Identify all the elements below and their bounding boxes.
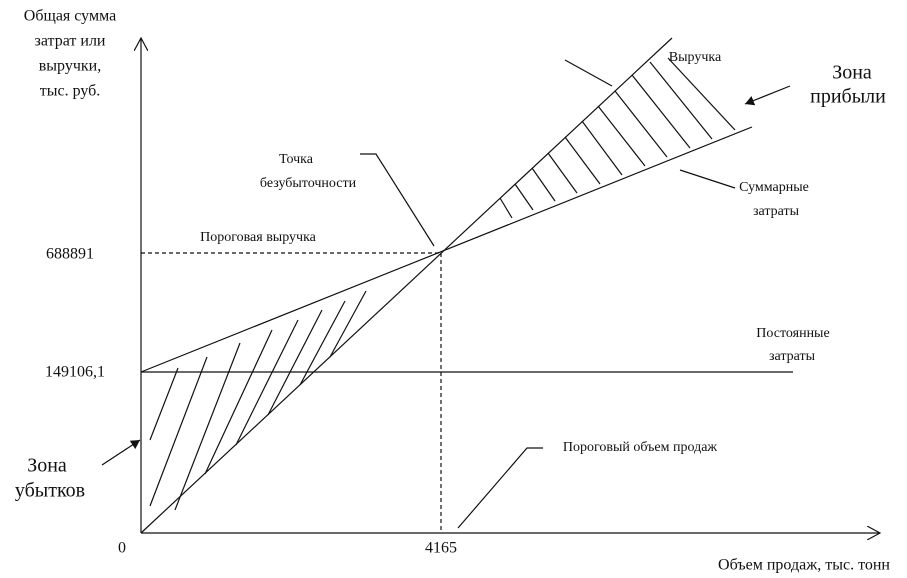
stroke — [514, 183, 534, 211]
label: убытков — [15, 480, 85, 502]
stroke — [329, 290, 367, 358]
y-value: 688891 — [46, 246, 94, 263]
stroke — [744, 85, 791, 106]
loss-hatch — [149, 290, 367, 511]
stroke — [299, 300, 346, 386]
stroke — [149, 367, 179, 441]
stroke — [457, 447, 543, 529]
y-label: затрат или — [35, 33, 106, 50]
label: затраты — [753, 204, 800, 219]
label: затраты — [769, 349, 816, 364]
stroke — [101, 439, 141, 466]
stroke — [531, 167, 556, 202]
label: Точка — [279, 152, 314, 167]
stroke — [564, 59, 613, 87]
leaders — [101, 59, 791, 529]
label: Пороговый объем продаж — [563, 440, 718, 455]
axes — [141, 38, 880, 533]
total-cost-line — [140, 126, 753, 373]
stroke — [547, 152, 578, 194]
stroke — [581, 120, 623, 176]
label: Зона — [832, 62, 872, 84]
stroke — [174, 342, 241, 511]
origin: 0 — [118, 540, 126, 557]
stroke — [649, 61, 713, 140]
y-value: 149106,1 — [45, 364, 105, 381]
y-label: Общая сумма — [24, 8, 116, 25]
lines — [140, 37, 793, 534]
revenue-line — [140, 37, 673, 534]
stroke — [360, 153, 435, 247]
y-label: тыс. руб. — [40, 83, 101, 100]
label: Суммарные — [739, 180, 809, 195]
stroke — [679, 169, 736, 189]
stroke — [499, 197, 513, 219]
label: безубыточности — [260, 176, 357, 191]
label: Постоянные — [756, 326, 829, 341]
stroke — [564, 136, 601, 185]
stroke — [235, 319, 299, 446]
x-value: 4165 — [425, 540, 457, 557]
profit-hatch — [499, 57, 736, 219]
stroke — [204, 329, 273, 475]
label: прибыли — [810, 86, 886, 108]
stroke — [631, 74, 691, 149]
stroke — [267, 309, 323, 416]
x-label: Объем продаж, тыс. тонн — [718, 557, 890, 574]
stroke — [614, 90, 668, 158]
stroke — [667, 57, 736, 131]
label: Пороговая выручка — [200, 230, 317, 245]
label: Выручка — [669, 50, 722, 65]
stroke — [597, 105, 646, 167]
label: Зона — [27, 455, 67, 477]
stroke — [149, 356, 208, 507]
y-label: выручки, — [39, 58, 101, 75]
